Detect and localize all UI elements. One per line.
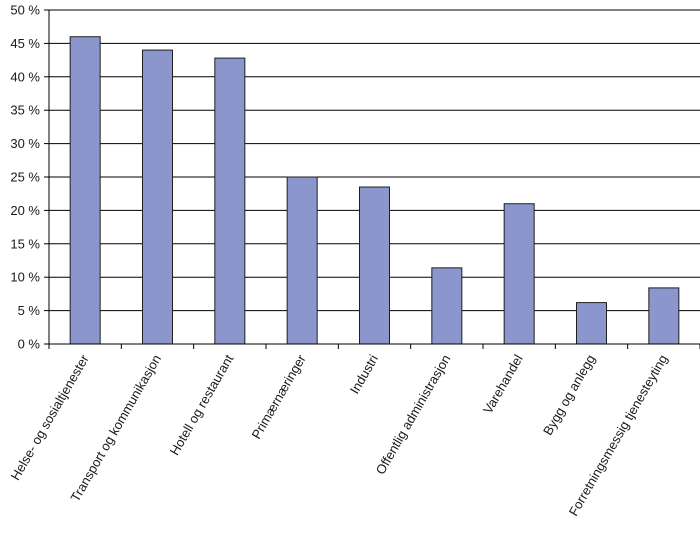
y-tick-labels: 0 % 5 % 10 % 15 % 20 % 25 % 30 % 35 % 40 % 45 % 50… bbox=[10, 3, 40, 352]
bar bbox=[69, 36, 101, 345]
bar bbox=[576, 302, 607, 345]
x-tick-label: Industri bbox=[347, 352, 381, 397]
y-tick-label: 5 % bbox=[18, 303, 41, 318]
x-tick-label: Hotell og restaurant bbox=[167, 352, 237, 458]
bar bbox=[359, 186, 390, 345]
y-tick-label: 20 % bbox=[10, 203, 40, 218]
x-tick-label: Varehandel bbox=[480, 352, 526, 416]
bar bbox=[431, 267, 463, 345]
y-tick-label: 10 % bbox=[10, 270, 40, 285]
y-tick-label: 35 % bbox=[10, 103, 40, 118]
bar bbox=[142, 49, 173, 345]
x-tick-label: Offentlig administrasjon bbox=[373, 352, 454, 477]
y-tick-label: 30 % bbox=[10, 136, 40, 151]
y-tick-label: 15 % bbox=[10, 236, 40, 251]
y-tick-label: 25 % bbox=[10, 170, 40, 185]
y-tick-label: 45 % bbox=[10, 36, 40, 51]
bar bbox=[214, 57, 246, 345]
x-tick-label: Helse- og sosialtjenester bbox=[8, 351, 92, 482]
axes bbox=[44, 9, 700, 349]
bar bbox=[648, 287, 680, 345]
x-tick-label: Bygg og anlegg bbox=[540, 352, 598, 438]
bar bbox=[503, 203, 535, 345]
bar bbox=[286, 176, 318, 345]
y-tick-label: 50 % bbox=[10, 3, 40, 18]
bars bbox=[69, 36, 680, 345]
y-tick-label: 0 % bbox=[18, 337, 41, 352]
x-tick-label: Primærnæringer bbox=[248, 351, 309, 441]
y-tick-label: 40 % bbox=[10, 69, 40, 84]
